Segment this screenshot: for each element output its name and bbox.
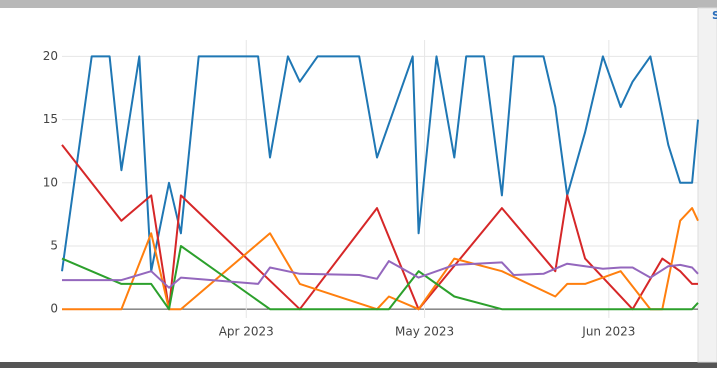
side-panel-label: S bbox=[712, 9, 717, 22]
y-tick-label: 5 bbox=[50, 238, 58, 252]
y-tick-label: 10 bbox=[43, 175, 58, 189]
y-tick-label: 15 bbox=[43, 112, 58, 126]
top-strip bbox=[0, 0, 717, 8]
y-tick-label: 0 bbox=[50, 302, 58, 316]
bottom-strip bbox=[0, 362, 717, 368]
x-tick-label: May 2023 bbox=[395, 325, 454, 339]
y-tick-label: 20 bbox=[43, 49, 58, 63]
side-panel bbox=[697, 7, 717, 363]
series-line bbox=[61, 55, 699, 273]
series-line bbox=[62, 260, 699, 289]
x-tick-label: Jun 2023 bbox=[581, 325, 635, 339]
series-line bbox=[61, 144, 698, 311]
plot-area: 0 5 10 15 20 Apr 2023 May 2023 Jun 2023 bbox=[43, 40, 699, 339]
series-line bbox=[61, 245, 699, 311]
x-tick-label: Apr 2023 bbox=[219, 325, 274, 339]
